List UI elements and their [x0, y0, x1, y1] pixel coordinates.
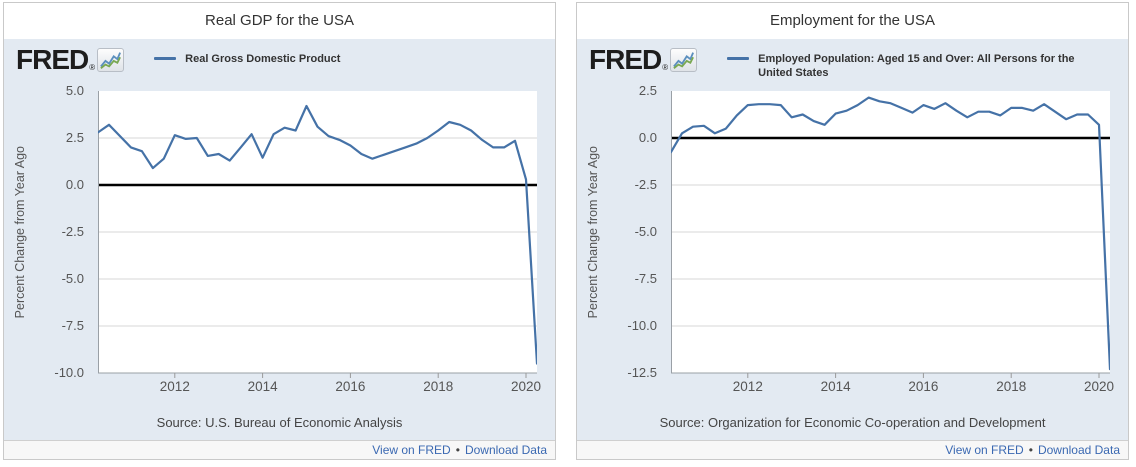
plot-area: [98, 91, 537, 378]
view-on-fred-link[interactable]: View on FRED: [372, 443, 451, 457]
source-text: Source: U.S. Bureau of Economic Analysis: [156, 415, 403, 430]
x-tick-label: 2020: [510, 379, 542, 394]
legend-label: Employed Population: Aged 15 and Over: A…: [758, 53, 1075, 80]
legend: Real Gross Domestic Product: [154, 47, 340, 66]
x-tick-label: 2016: [908, 379, 939, 394]
registered-trademark-icon: ®: [89, 63, 96, 72]
y-axis-tick-labels: 5.0 2.5 0.0 -2.5 -5.0 -7.5 -10.0: [4, 83, 84, 380]
registered-trademark-icon: ®: [662, 63, 669, 72]
y-tick-label: -2.5: [61, 224, 84, 239]
fred-logo-text: FRED: [16, 44, 89, 75]
x-tick-label: 2014: [247, 379, 278, 394]
y-tick-label: 2.5: [638, 83, 657, 98]
view-on-fred-link[interactable]: View on FRED: [945, 443, 1024, 457]
x-tick-label: 2012: [159, 379, 190, 394]
fred-logo: FRED ®: [589, 44, 698, 75]
y-tick-label: -7.5: [634, 271, 657, 286]
x-tick-label: 2014: [820, 379, 851, 394]
x-tick-label: 2018: [996, 379, 1027, 394]
fred-logo: FRED ®: [16, 44, 125, 75]
legend-label: Real Gross Domestic Product: [185, 53, 341, 65]
y-tick-label: 0.0: [638, 130, 657, 145]
y-tick-label: 5.0: [65, 83, 84, 98]
y-tick-label: -10.0: [627, 318, 657, 333]
x-tick-label: 2020: [1083, 379, 1115, 394]
plot-row: Percent Change from Year Ago 2.5 0.0 -2.5-…: [577, 83, 1128, 403]
y-tick-label: -7.5: [61, 318, 84, 333]
fred-logo-text: FRED: [589, 44, 662, 75]
x-tick-label: 2016: [335, 379, 366, 394]
plot-row: Percent Change from Year Ago 5.0 2.5 0.0 -2…: [4, 83, 555, 403]
y-tick-label: 0.0: [65, 177, 84, 192]
footer-separator: •: [455, 443, 460, 457]
y-axis-tick-labels: 2.5 0.0 -2.5 -5.0 -7.5 -10.0 -12.5: [577, 83, 657, 380]
chart-panel-employment: Employment for the USA FRED ® Employed Po…: [576, 2, 1129, 460]
y-tick-label: -2.5: [634, 177, 657, 192]
source-text: Source: Organization for Economic Co-ope…: [659, 415, 1046, 430]
chart-region: FRED ® Employed Population: Aged 15 and O…: [577, 39, 1128, 440]
download-data-link[interactable]: Download Data: [464, 443, 547, 457]
chart-panel-real-gdp: Real GDP for the USA FRED ® Real Gross Do…: [3, 2, 556, 460]
legend-line-swatch: [154, 57, 177, 60]
footer-separator: •: [1028, 443, 1033, 457]
y-tick-label: -10.0: [54, 365, 84, 380]
y-tick-label: 2.5: [65, 130, 84, 145]
fred-logo-sparkline-icon: [670, 48, 698, 72]
x-tick-label: 2012: [732, 379, 763, 394]
y-tick-label: -12.5: [627, 365, 657, 380]
legend: Employed Population: Aged 15 and Over: A…: [727, 47, 1106, 81]
download-data-link[interactable]: Download Data: [1037, 443, 1120, 457]
legend-line-swatch: [727, 57, 750, 60]
plot-area: [671, 91, 1110, 378]
chart-header: FRED ® Real Gross Domestic Product: [4, 39, 555, 87]
panel-footer: View on FRED • Download Data: [4, 440, 555, 459]
plot-wrap: 2012 2014 2016 2018 2020: [671, 91, 1114, 403]
y-tick-label: -5.0: [634, 224, 657, 239]
fred-logo-sparkline-icon: [97, 48, 125, 72]
chart-header: FRED ® Employed Population: Aged 15 and O…: [577, 39, 1128, 87]
chart-title: Employment for the USA: [577, 3, 1128, 39]
plot-wrap: 2012 2014 2016 2018 2020: [98, 91, 541, 403]
x-tick-label: 2018: [423, 379, 454, 394]
chart-region: FRED ® Real Gross Domestic Product Percen…: [4, 39, 555, 440]
chart-title: Real GDP for the USA: [4, 3, 555, 39]
y-tick-label: -5.0: [61, 271, 84, 286]
panel-footer: View on FRED • Download Data: [577, 440, 1128, 459]
